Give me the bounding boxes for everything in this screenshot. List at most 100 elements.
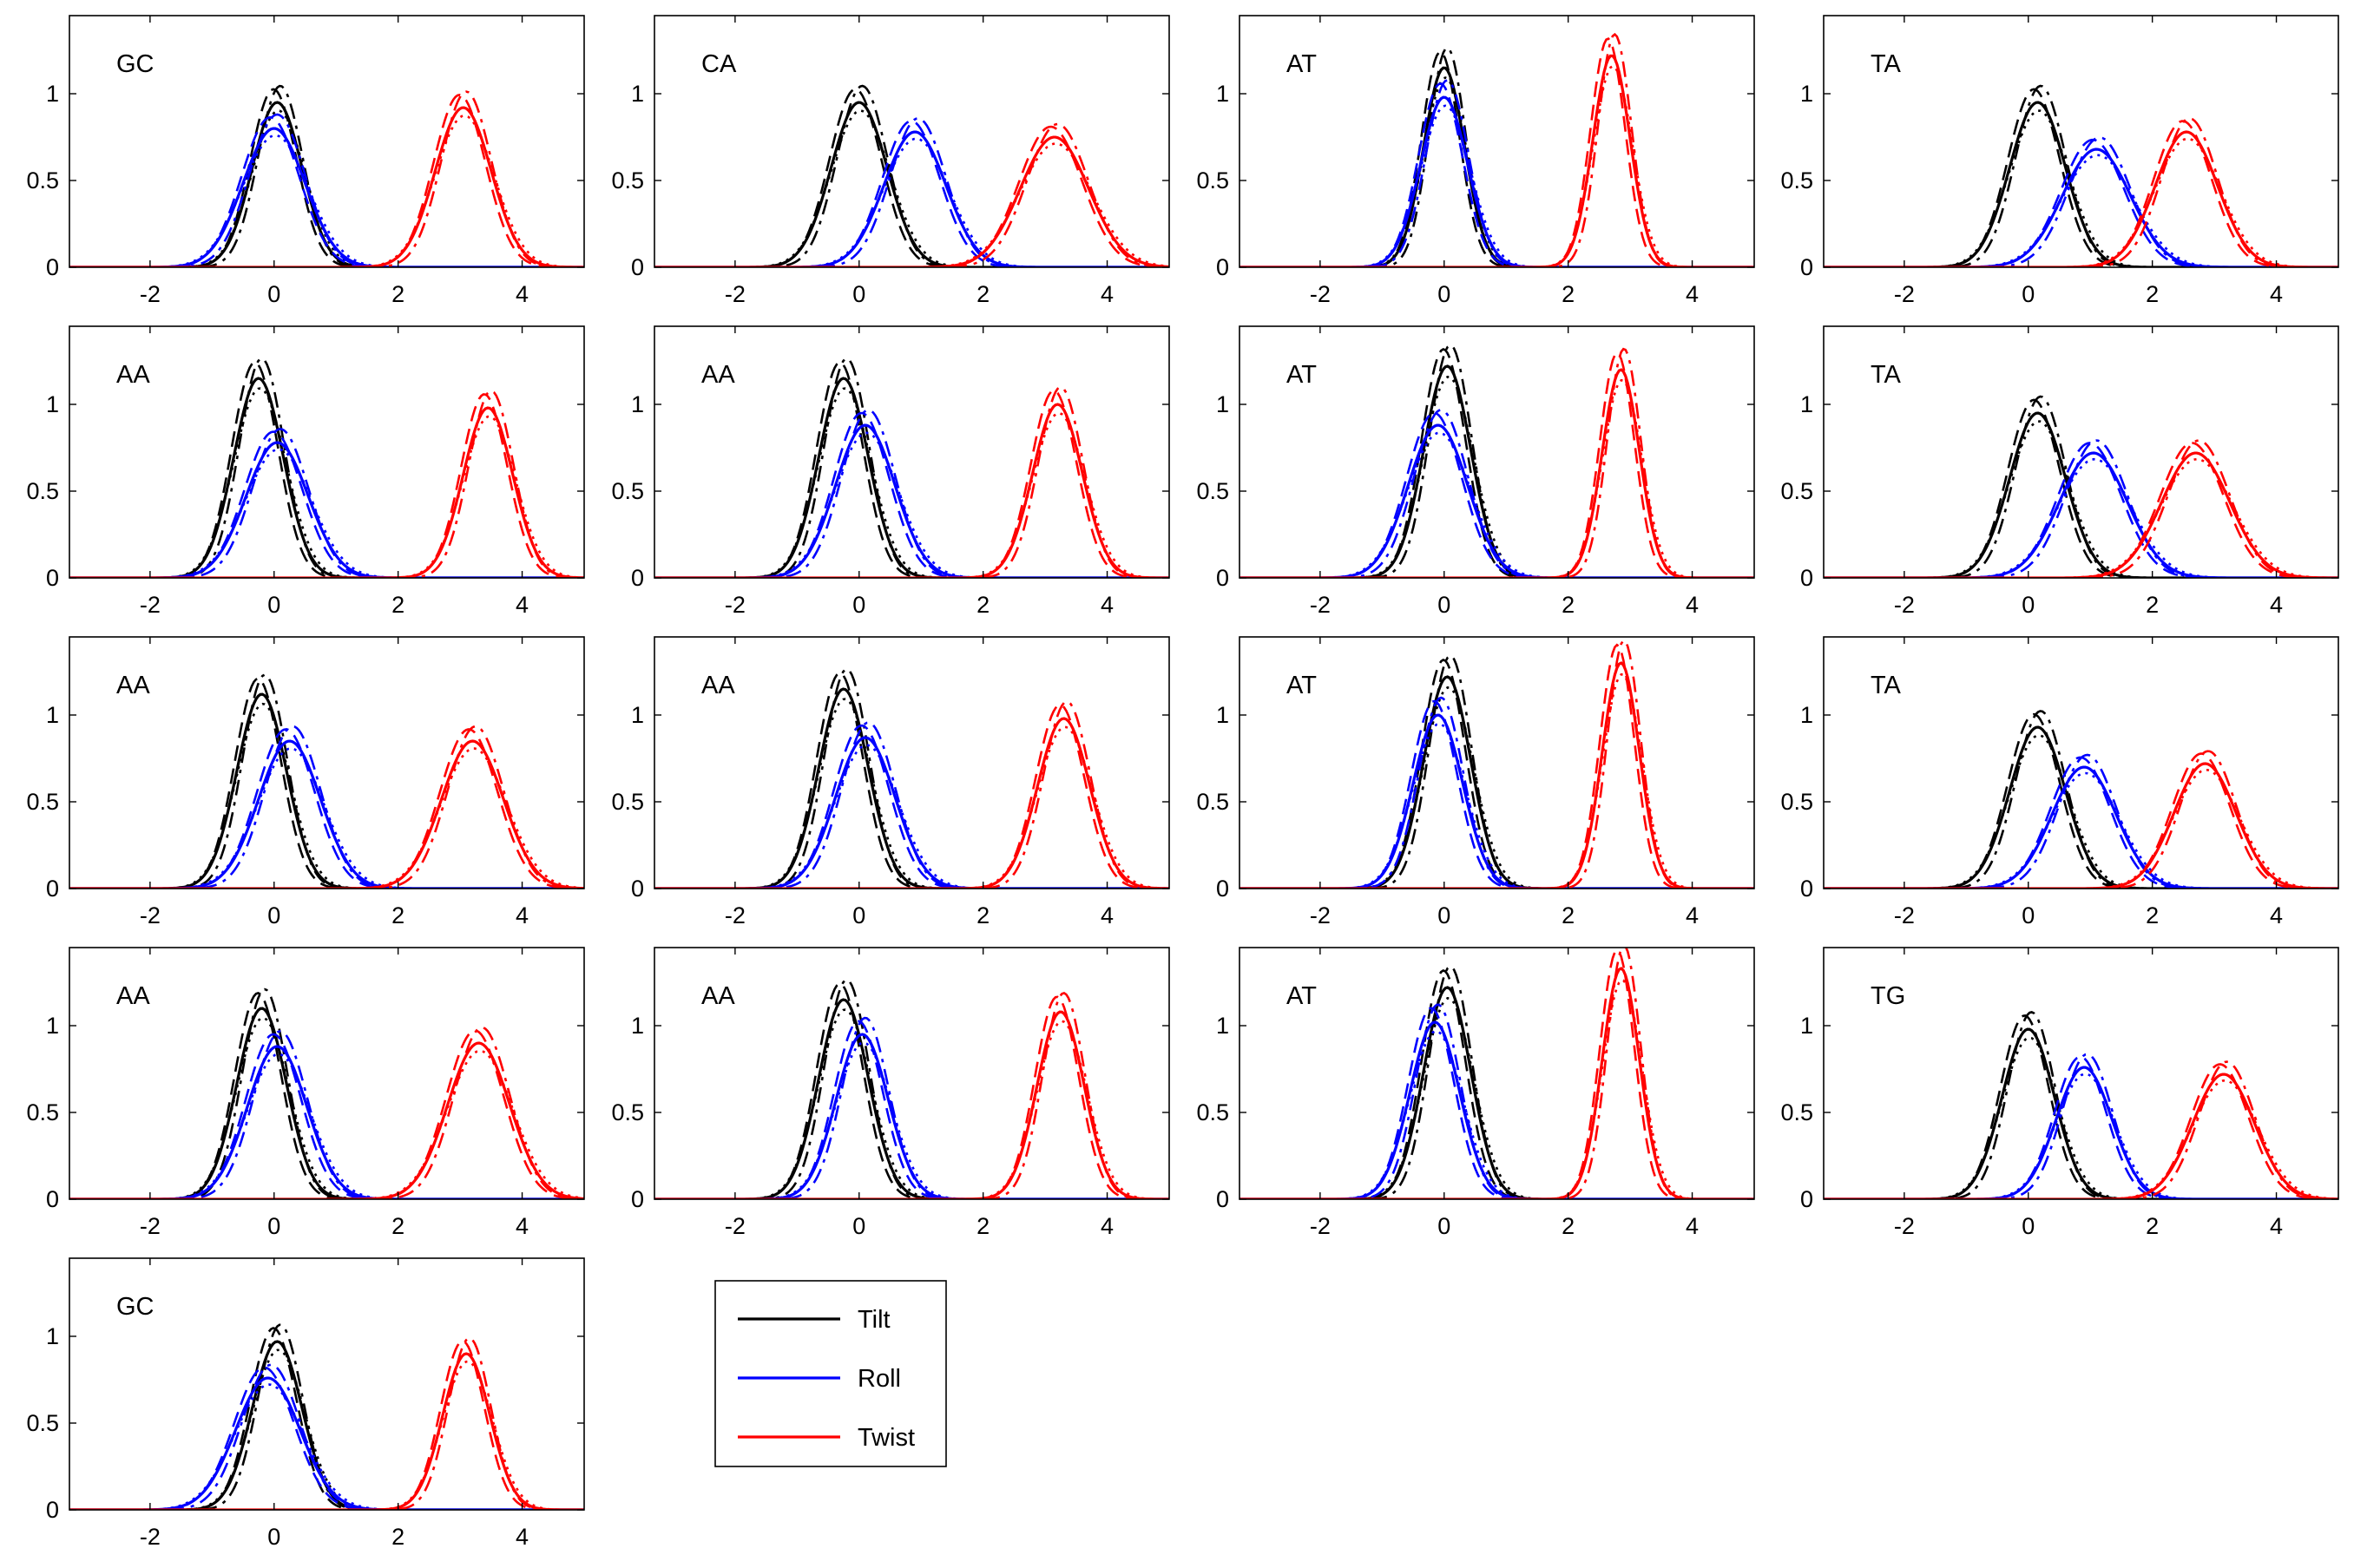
axes-box: [654, 325, 1170, 579]
x-tick-label: 4: [1686, 281, 1699, 307]
subplot-8: -2 0 2 4 0 0.5 1 TA: [1780, 325, 2339, 618]
axes-box: [69, 325, 585, 579]
subplot-14: -2 0 2 4 0 0.5 1 AA: [611, 947, 1170, 1239]
y-tick-label: 0: [1216, 565, 1229, 591]
x-tick-label: 0: [852, 592, 865, 618]
panel-label: AA: [701, 982, 735, 1010]
x-tick-label: -2: [1894, 902, 1915, 928]
twist-line: [1824, 137, 2338, 267]
twist-line: [654, 403, 1169, 578]
y-tick-label: 0: [46, 1497, 59, 1523]
panel-label: AT: [1286, 361, 1317, 389]
panel-label: AT: [1286, 982, 1317, 1010]
x-tick-label: 2: [976, 1213, 990, 1239]
twist-line: [654, 991, 1169, 1199]
twist-line: [69, 406, 584, 578]
tilt-line: [1239, 997, 1754, 1199]
roll-line: [1824, 765, 2338, 889]
roll-line: [1239, 696, 1754, 889]
twist-line: [69, 728, 584, 889]
y-tick-label: 0.5: [611, 789, 644, 815]
y-tick-label: 0: [46, 876, 59, 902]
x-tick-label: 2: [1562, 902, 1575, 928]
x-tick-label: -2: [140, 1524, 161, 1550]
x-tick-label: 2: [391, 281, 404, 307]
x-tick-label: 0: [2022, 592, 2035, 618]
y-tick-label: 0.5: [26, 167, 59, 194]
tilt-line: [69, 1348, 584, 1510]
x-tick-label: 4: [1686, 902, 1699, 928]
tilt-line: [1824, 420, 2338, 578]
x-tick-label: 4: [1686, 1213, 1699, 1239]
x-tick-label: 2: [976, 592, 990, 618]
roll-line: [1239, 409, 1754, 578]
twist-line: [1824, 1073, 2338, 1199]
panels: -2 0 2 4 0 0.5 1 GC -2 0 2 4 0 0.5 1 CA -2 0 2 4 0 0.5 1 AT -2 0 2…: [26, 15, 2339, 1550]
twist-line: [1239, 643, 1754, 889]
twist-line: [1239, 54, 1754, 267]
legend-label-twist: Twist: [858, 1424, 915, 1452]
x-tick-label: 4: [516, 281, 529, 307]
y-tick-label: 1: [1800, 391, 1813, 417]
twist-line: [1239, 967, 1754, 1199]
subplot-13: -2 0 2 4 0 0.5 1 AA: [26, 947, 585, 1239]
y-tick-label: 1: [1800, 1013, 1813, 1039]
y-tick-label: 1: [1800, 81, 1813, 107]
subplot-2: -2 0 2 4 0 0.5 1 CA: [611, 15, 1170, 307]
y-tick-label: 0: [1216, 1186, 1229, 1212]
legend: Tilt Roll Twist: [714, 1280, 947, 1467]
x-tick-label: 2: [976, 902, 990, 928]
y-tick-label: 0: [46, 1186, 59, 1212]
x-tick-label: 0: [852, 902, 865, 928]
subplot-11: -2 0 2 4 0 0.5 1 AT: [1196, 636, 1755, 928]
y-tick-label: 0: [631, 1186, 644, 1212]
tilt-line: [1239, 50, 1754, 267]
axes-box: [1823, 15, 2339, 268]
y-tick-label: 0.5: [26, 1410, 59, 1436]
y-tick-label: 0.5: [26, 1099, 59, 1125]
x-tick-label: 0: [1437, 592, 1450, 618]
x-tick-label: 4: [516, 1524, 529, 1550]
subplot-12: -2 0 2 4 0 0.5 1 TA: [1780, 636, 2339, 928]
x-tick-label: 4: [516, 1213, 529, 1239]
tilt-line: [1824, 710, 2338, 889]
panel-label: CA: [701, 50, 737, 78]
x-tick-label: -2: [1894, 592, 1915, 618]
x-tick-label: 0: [267, 902, 280, 928]
x-tick-label: -2: [140, 902, 161, 928]
roll-line: [1824, 148, 2338, 267]
axes-box: [69, 636, 585, 889]
y-tick-label: 1: [46, 702, 59, 728]
x-tick-label: 2: [2146, 902, 2159, 928]
twist-line: [1239, 639, 1754, 889]
axes-box: [1823, 947, 2339, 1200]
tilt-line: [1824, 1036, 2338, 1199]
x-tick-label: 0: [1437, 1213, 1450, 1239]
y-tick-label: 1: [631, 1013, 644, 1039]
twist-line: [1239, 979, 1754, 1199]
y-tick-label: 0: [46, 254, 59, 280]
roll-line: [1824, 136, 2338, 267]
x-tick-label: 4: [516, 592, 529, 618]
roll-line: [1824, 451, 2338, 578]
y-tick-label: 0: [46, 565, 59, 591]
tilt-line: [69, 987, 584, 1199]
subplot-9: -2 0 2 4 0 0.5 1 AA: [26, 636, 585, 928]
x-tick-label: -2: [725, 281, 746, 307]
twist-line: [69, 1352, 584, 1510]
y-tick-label: 1: [631, 81, 644, 107]
x-tick-label: -2: [1894, 1213, 1915, 1239]
y-tick-label: 0: [631, 876, 644, 902]
x-tick-label: 2: [391, 902, 404, 928]
tilt-line: [1239, 376, 1754, 578]
x-tick-label: 2: [391, 592, 404, 618]
tilt-line: [1824, 109, 2338, 267]
y-tick-label: 0.5: [1196, 478, 1229, 504]
tilt-line: [1824, 411, 2338, 578]
panel-label: GC: [116, 50, 155, 78]
axes-box: [1823, 325, 2339, 579]
twist-line: [69, 1041, 584, 1199]
x-tick-label: -2: [1310, 592, 1331, 618]
twist-line: [69, 739, 584, 889]
tilt-line: [654, 109, 1169, 267]
